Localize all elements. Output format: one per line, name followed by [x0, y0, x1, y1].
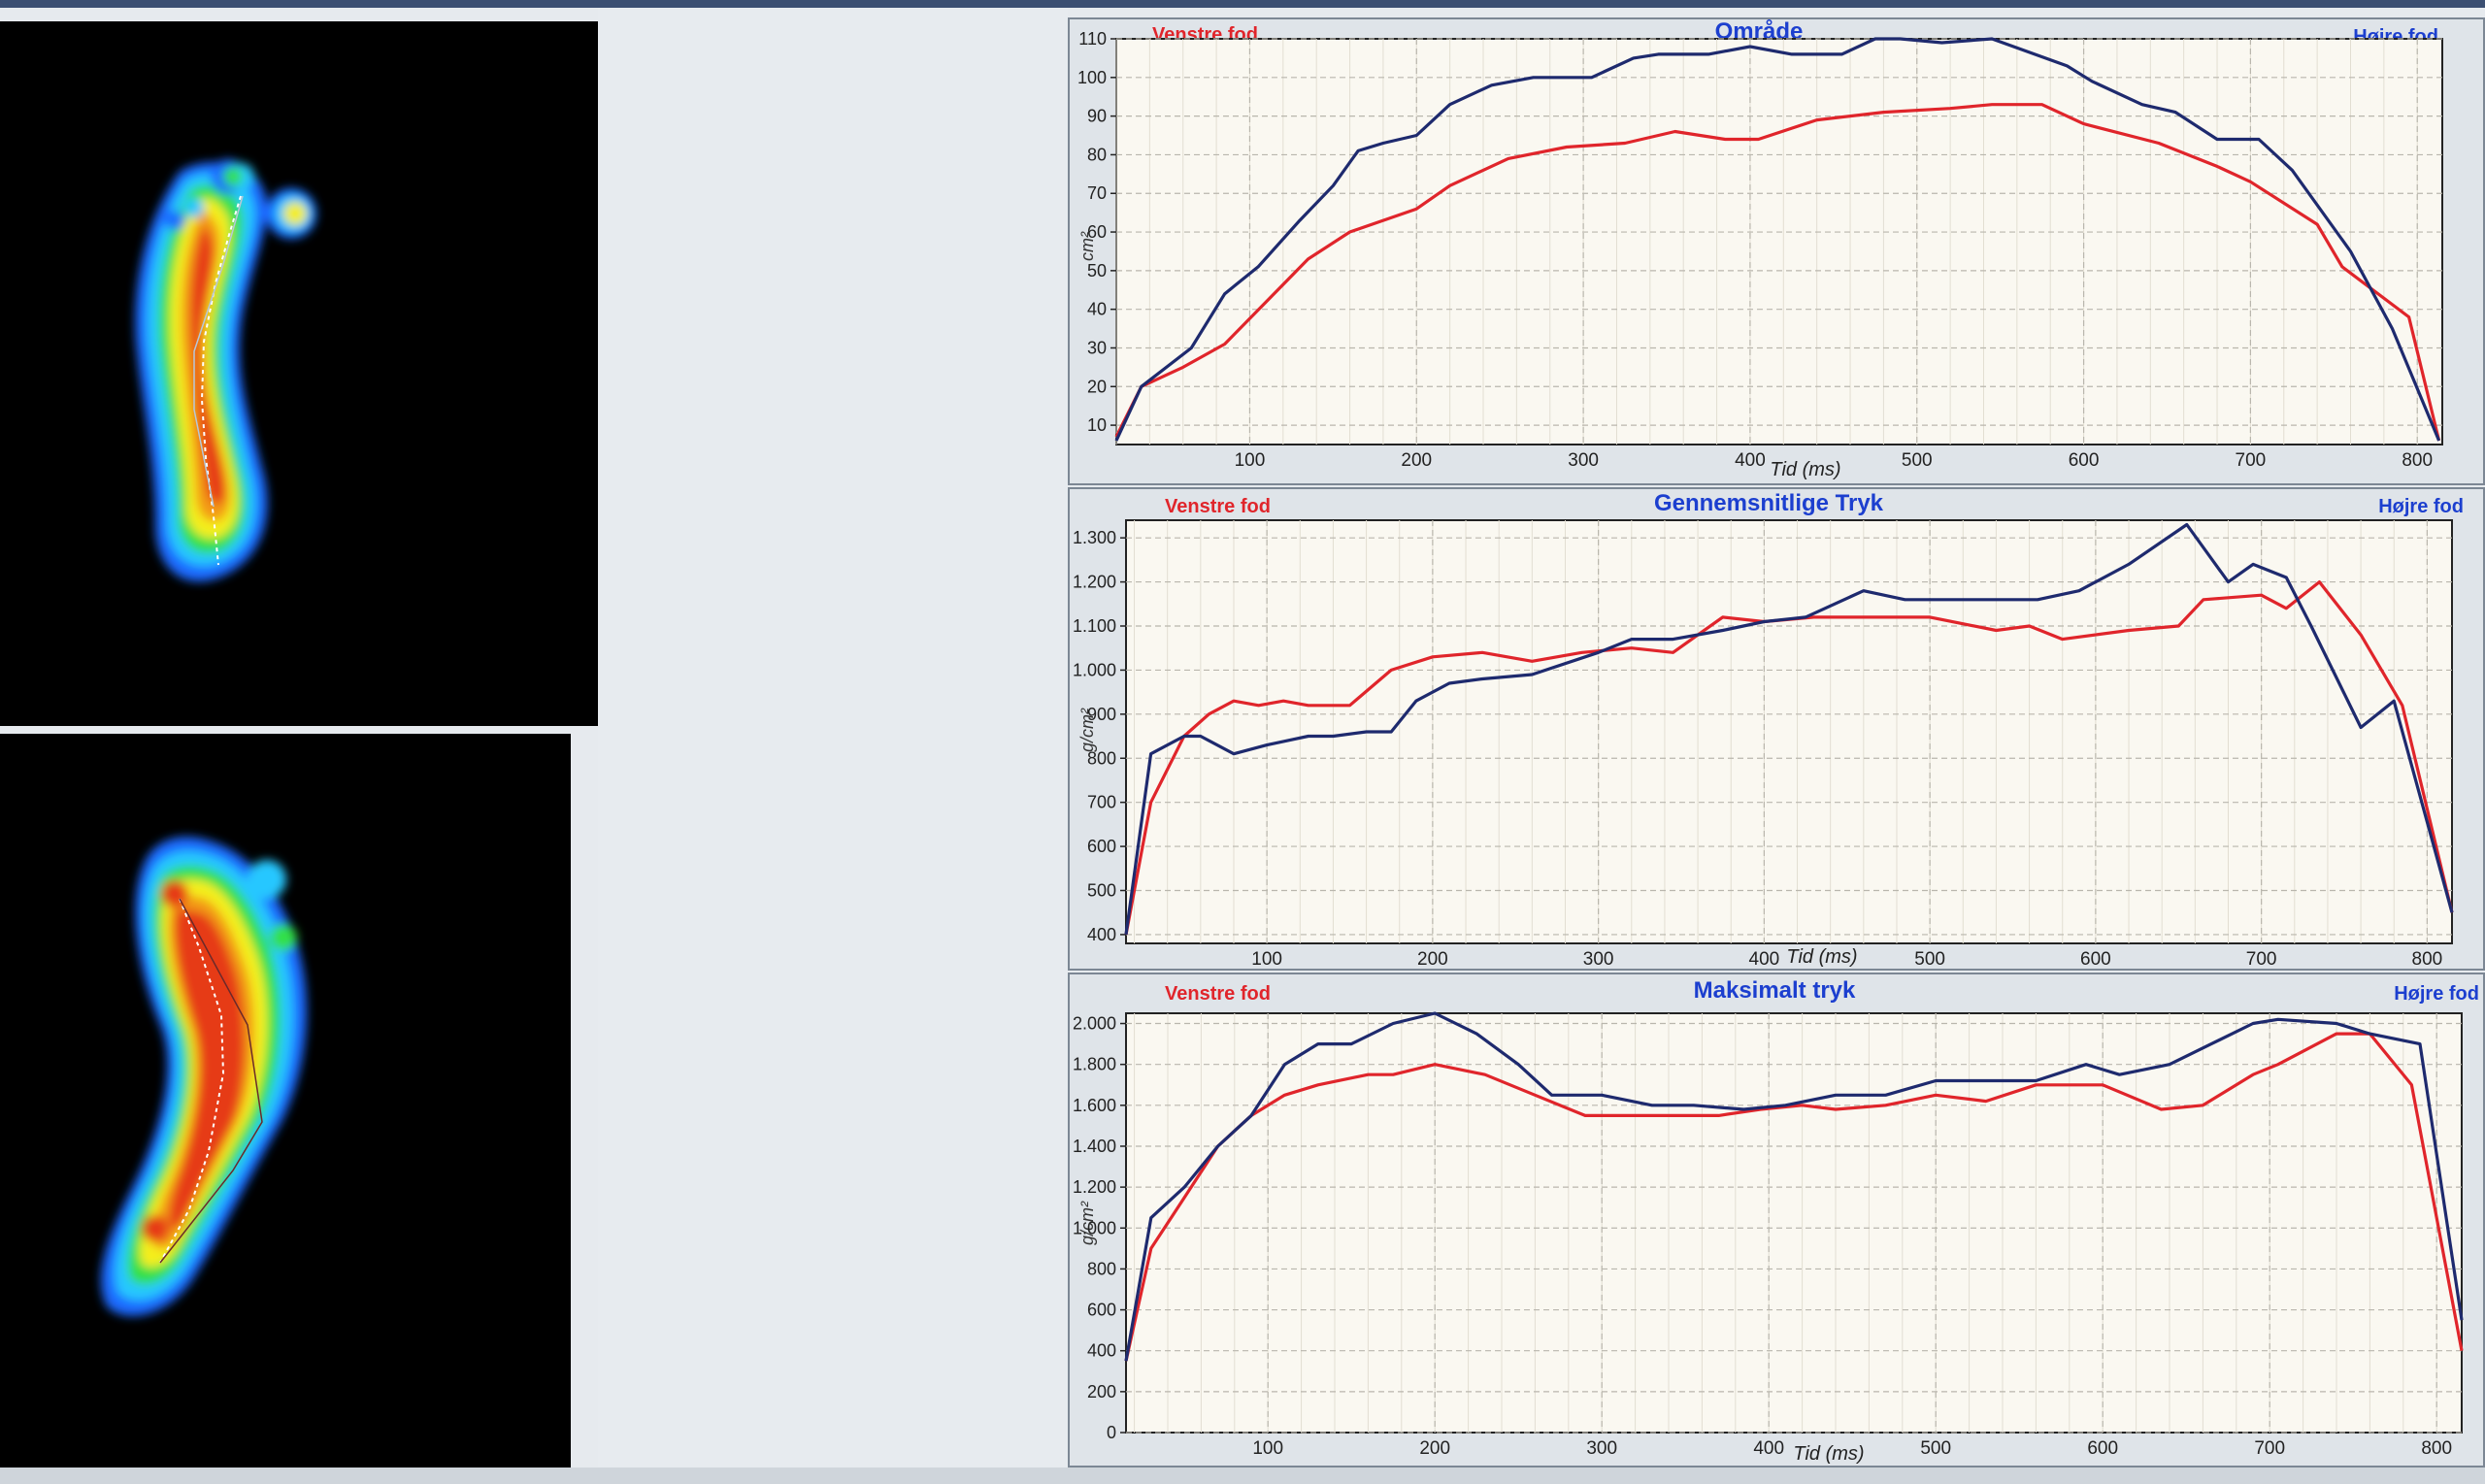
y-tick-label: 10 [1087, 415, 1107, 435]
series-line-hoejre-fod [1114, 37, 2441, 442]
plot-background [1125, 519, 2453, 944]
x-tick-label: 400 [1749, 949, 1780, 969]
x-tick-label: 800 [2421, 1438, 2452, 1459]
plot-area: 100 200 300 400 500 600 700 800 400 500 600 700 800 9… [1073, 519, 2454, 969]
x-tick-label: 400 [1753, 1438, 1784, 1459]
area-chart-panel: Venstre fod Område Højre fod cm² Tid (ms… [1068, 17, 2485, 485]
y-tick-label: 40 [1087, 300, 1107, 319]
y-tick-label: 700 [1087, 793, 1116, 812]
x-tick-label: 200 [1401, 450, 1432, 471]
x-tick-label: 200 [1417, 949, 1448, 969]
y-tick-label: 600 [1087, 837, 1116, 856]
y-tick-label: 110 [1078, 29, 1107, 49]
y-tick-label: 1.400 [1073, 1137, 1116, 1156]
y-tick-label: 100 [1077, 68, 1107, 87]
y-tick-label: 900 [1087, 705, 1116, 724]
x-tick-label: 800 [2412, 949, 2443, 969]
y-tick-label: 800 [1087, 748, 1116, 768]
area-chart: Venstre fod Område Højre fod cm² Tid (ms… [1077, 19, 2443, 480]
x-tick-label: 800 [2402, 450, 2433, 471]
bottom-edge [0, 1468, 2485, 1484]
y-tick-label: 800 [1087, 1259, 1116, 1278]
x-tick-label: 200 [1419, 1438, 1450, 1459]
x-tick-label: 600 [2069, 450, 2100, 471]
x-tick-label: 500 [1902, 450, 1933, 471]
foot-pressure-map-bottom [0, 734, 571, 1468]
series-line-venstre-fod [1114, 103, 2441, 442]
right-foot-legend: Højre fod [2394, 983, 2479, 1005]
left-foot-legend: Venstre fod [1165, 496, 1271, 517]
x-tick-label: 600 [2087, 1438, 2118, 1459]
x-axis-label: Tid (ms) [1793, 1443, 1864, 1465]
y-tick-label: 1.000 [1073, 1218, 1116, 1237]
y-tick-label: 400 [1087, 925, 1116, 944]
y-tick-label: 1.100 [1073, 616, 1116, 636]
x-tick-label: 300 [1568, 450, 1599, 471]
x-tick-label: 600 [2080, 949, 2111, 969]
y-tick-label: 20 [1087, 377, 1107, 396]
x-tick-label: 300 [1586, 1438, 1617, 1459]
series-line-venstre-fod [1124, 579, 2454, 936]
x-tick-label: 300 [1583, 949, 1614, 969]
y-tick-label: 600 [1087, 1301, 1116, 1320]
series-line-hoejre-fod [1124, 522, 2454, 936]
y-tick-label: 1.800 [1073, 1055, 1116, 1074]
x-tick-label: 500 [1914, 949, 1945, 969]
empty-workspace [598, 8, 1068, 1484]
x-tick-label: 700 [2254, 1438, 2285, 1459]
average-pressure-chart-panel: Venstre fod Gennemsnitlige Tryk Højre fo… [1068, 487, 2485, 971]
left-foot-legend: Venstre fod [1165, 983, 1271, 1005]
y-tick-label: 90 [1087, 107, 1107, 126]
y-tick-label: 1.200 [1073, 573, 1116, 592]
y-tick-label: 2.000 [1073, 1014, 1116, 1034]
max-pressure-chart: Venstre fod Maksimalt tryk Højre fod g/c… [1073, 977, 2479, 1465]
y-tick-label: 1.200 [1073, 1177, 1116, 1197]
y-tick-label: 500 [1087, 881, 1116, 901]
y-tick-label: 200 [1087, 1382, 1116, 1402]
y-tick-label: 30 [1087, 338, 1107, 357]
y-tick-label: 60 [1087, 222, 1107, 242]
x-axis-label: Tid (ms) [1770, 459, 1840, 480]
top-window-bar [0, 0, 2485, 8]
plot-background [1125, 1012, 2463, 1434]
foot-pressure-map-top [0, 21, 598, 726]
series-line-venstre-fod [1124, 1032, 2464, 1362]
plot-area: 100 200 300 400 500 600 700 800 10 20 30 40 50 60 70 80… [1077, 29, 2443, 471]
x-axis-label: Tid (ms) [1786, 946, 1857, 968]
y-axis-label: g/cm² [1077, 708, 1097, 752]
y-tick-label: 1.000 [1073, 660, 1116, 679]
y-tick-label: 400 [1087, 1341, 1116, 1361]
y-tick-label: 1.300 [1073, 528, 1116, 547]
series-line-hoejre-fod [1124, 1011, 2464, 1362]
y-axis-label: g/cm² [1077, 1201, 1097, 1245]
y-tick-label: 50 [1087, 261, 1107, 280]
plot-background [1115, 38, 2443, 445]
chart-title: Gennemsnitlige Tryk [1654, 490, 1884, 516]
x-tick-label: 400 [1735, 450, 1766, 471]
right-foot-legend: Højre fod [2378, 496, 2464, 517]
x-tick-label: 100 [1251, 949, 1282, 969]
y-tick-label: 0 [1107, 1423, 1116, 1442]
plot-area: 100 200 300 400 500 600 700 800 0 200 400 600 800 1.0… [1073, 1011, 2464, 1459]
max-pressure-chart-panel: Venstre fod Maksimalt tryk Højre fod g/c… [1068, 973, 2485, 1468]
chart-title: Maksimalt tryk [1694, 977, 1856, 1004]
y-tick-label: 1.600 [1073, 1096, 1116, 1115]
x-tick-label: 700 [2246, 949, 2277, 969]
y-tick-label: 80 [1087, 145, 1107, 164]
x-tick-label: 700 [2236, 450, 2267, 471]
y-axis-label: cm² [1077, 231, 1097, 261]
y-tick-label: 70 [1087, 183, 1107, 203]
x-tick-label: 100 [1235, 450, 1266, 471]
x-tick-label: 500 [1920, 1438, 1951, 1459]
x-tick-label: 100 [1252, 1438, 1283, 1459]
average-pressure-chart: Venstre fod Gennemsnitlige Tryk Højre fo… [1073, 490, 2464, 969]
